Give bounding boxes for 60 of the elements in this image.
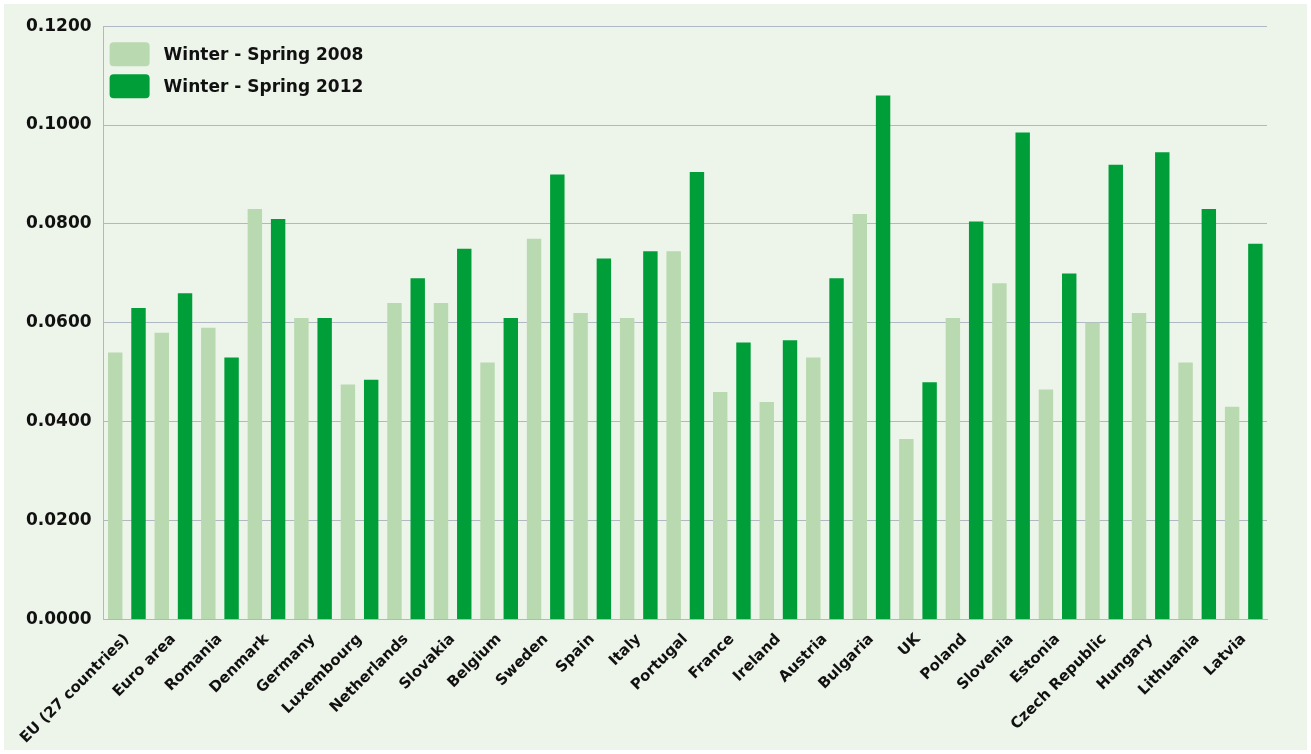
bar	[759, 401, 774, 619]
bar	[899, 439, 914, 619]
y-tick-label: 0.0400	[25, 410, 92, 431]
bar	[1085, 322, 1100, 619]
bar	[387, 303, 402, 619]
bar	[573, 312, 588, 619]
bar	[875, 95, 891, 619]
bar	[457, 248, 472, 619]
bar	[1131, 312, 1147, 619]
bar	[294, 317, 309, 619]
bar	[1178, 362, 1193, 619]
y-tick-label: 0.1000	[25, 113, 92, 134]
bar	[852, 214, 868, 619]
bar	[922, 382, 937, 619]
y-tick-label: 0.0600	[25, 311, 92, 332]
bar	[550, 174, 565, 619]
bar	[1201, 209, 1217, 619]
bar	[363, 379, 379, 619]
y-tick-label: 0.0200	[25, 509, 92, 529]
bar	[968, 221, 984, 619]
bar	[131, 308, 146, 619]
x-tick-label: UK	[893, 628, 925, 660]
bar	[317, 317, 332, 619]
bar	[1224, 406, 1240, 619]
y-tick-label: 0.1200	[25, 14, 92, 35]
bar	[410, 278, 425, 619]
bar	[433, 303, 449, 619]
bar	[666, 251, 681, 619]
bar	[526, 238, 542, 619]
bar	[1015, 132, 1030, 619]
y-tick-label: 0.0000	[25, 607, 92, 628]
bar	[992, 283, 1007, 619]
bar	[480, 362, 495, 619]
bar	[270, 219, 286, 619]
bar	[1108, 164, 1123, 619]
bar	[643, 251, 658, 619]
legend-label: Winter - Spring 2012	[163, 75, 364, 96]
bar	[177, 293, 193, 619]
bar	[1155, 152, 1170, 619]
bar	[1248, 243, 1263, 619]
bar	[1062, 273, 1077, 619]
bar	[712, 392, 728, 619]
bar	[503, 317, 518, 619]
bar	[689, 172, 705, 619]
bar	[782, 340, 798, 619]
bar	[806, 357, 821, 619]
bar	[829, 278, 844, 619]
bar	[945, 317, 961, 619]
bar	[596, 258, 612, 619]
bar	[340, 384, 356, 619]
bar	[736, 342, 751, 619]
bar	[1038, 389, 1054, 619]
bar	[154, 332, 169, 619]
bar	[619, 317, 635, 619]
y-tick-label: 0.0800	[25, 212, 92, 233]
legend-label: Winter - Spring 2008	[163, 43, 364, 64]
bar	[224, 357, 239, 619]
bar	[247, 209, 263, 619]
bar	[108, 352, 123, 619]
bar	[201, 327, 216, 619]
